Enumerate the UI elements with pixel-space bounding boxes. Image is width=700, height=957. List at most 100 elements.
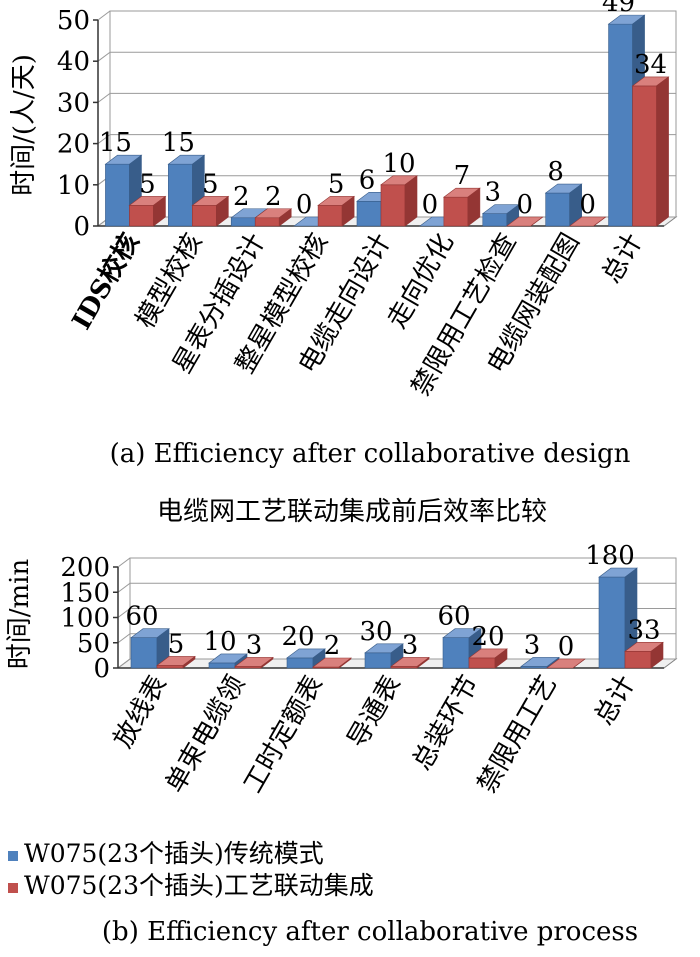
chart1-bar-front — [545, 192, 570, 227]
chart2-bar-side — [260, 656, 274, 669]
chart1-data-label: 0 — [296, 190, 313, 220]
chart1-data-label: 0 — [517, 190, 534, 220]
chart2-bar-front — [130, 637, 158, 669]
chart1-y-tick-label: 0 — [73, 212, 90, 242]
chart1-bar-front — [356, 200, 382, 227]
chart2-bar-front — [156, 665, 184, 669]
chart2-data-label: 3 — [246, 630, 263, 660]
chart1-caption: (a) Efficiency after collaborative desig… — [110, 439, 631, 469]
chart1-gridline — [97, 51, 676, 62]
chart2-gridline — [117, 608, 676, 618]
chart1-bar-front — [443, 196, 469, 227]
chart2-data-label: 33 — [627, 615, 660, 645]
chart1-y-tick-label: 40 — [57, 47, 90, 77]
chart1-bar-side — [341, 195, 355, 227]
chart1-bar-front — [105, 163, 130, 227]
legend-label: W075(23个插头)工艺联动集成 — [24, 871, 374, 900]
chart1-bar-front — [254, 217, 280, 227]
chart1-data-label: 8 — [547, 157, 564, 187]
chart1-bar-front — [482, 213, 508, 227]
chart1-bar-front — [317, 205, 343, 227]
chart2-bar-side — [572, 658, 586, 669]
chart2-data-label: 3 — [524, 630, 541, 660]
chart1-bar-side — [530, 216, 543, 227]
chart1-y-tick-label: 50 — [57, 6, 90, 36]
chart1-bar-front — [608, 23, 633, 227]
chart1-y-tick-label: 30 — [57, 88, 90, 118]
chart2-y-tick-label: 50 — [77, 629, 110, 659]
chart1-bar-side — [404, 175, 418, 227]
legend-swatch — [8, 851, 18, 861]
chart1-data-label: 0 — [579, 190, 596, 220]
chart2-bar-front — [208, 662, 236, 669]
chart1-data-label: 5 — [328, 169, 345, 199]
chart2-y-tick-label: 200 — [60, 553, 110, 583]
chart2-data-label: 20 — [471, 622, 504, 652]
chart2-category-label: 单束电缆领 — [160, 671, 251, 799]
chart2-data-label: 5 — [168, 629, 185, 659]
chart1-data-label: 2 — [233, 182, 250, 212]
legend-swatch — [8, 883, 18, 893]
chart1-bar-side — [467, 187, 481, 227]
chart2-y-tick-label: 150 — [60, 578, 110, 608]
chart1-data-label: 10 — [382, 149, 415, 179]
chart1-gridline — [97, 134, 676, 145]
chart1-y-tick-label: 10 — [57, 171, 90, 201]
chart1-bar-side — [593, 216, 606, 227]
chart1-data-label: 7 — [454, 161, 471, 191]
chart1-bar-front — [129, 205, 154, 227]
chart1-data-label: 6 — [359, 165, 376, 195]
chart2-data-label: 60 — [437, 602, 470, 632]
chart2-y-tick-label: 0 — [93, 654, 110, 684]
chart1-data-label: 5 — [202, 169, 219, 199]
chart2-bar-front — [598, 576, 626, 669]
chart2-category-label: 工时定额表 — [238, 671, 329, 799]
chart1-category-label: 总计 — [597, 229, 649, 289]
chart2-category-label: 总计 — [589, 671, 641, 731]
chart1-y-tick-label: 20 — [57, 130, 90, 160]
chart1-bar-side — [153, 195, 166, 227]
chart2-gridline — [117, 557, 676, 568]
chart1-bar-side — [656, 76, 669, 227]
chart2-category-label: 放线表 — [108, 671, 173, 754]
legend-label: W075(23个插头)传统模式 — [24, 839, 324, 868]
chart2-bar-side — [416, 656, 430, 669]
chart2-y-tick-label: 100 — [60, 604, 110, 634]
chart2-data-label: 180 — [585, 541, 635, 571]
chart2-bar-side — [494, 648, 508, 669]
chart2-caption: (b) Efficiency after collaborative proce… — [102, 917, 638, 947]
chart1-data-label: 34 — [634, 50, 667, 80]
chart1-bar-front — [632, 85, 657, 227]
chart2-bar-side — [338, 657, 352, 669]
chart2-bar-side — [182, 655, 196, 669]
chart2-title: 电缆网工艺联动集成前后效率比较 — [157, 497, 547, 527]
chart2-data-label: 30 — [359, 617, 392, 647]
chart1-data-label: 3 — [485, 178, 502, 208]
chart2-data-label: 0 — [558, 632, 575, 662]
chart1-data-label: 2 — [265, 182, 282, 212]
chart1-bar-side — [216, 195, 229, 227]
chart2-bar-front — [468, 657, 496, 669]
chart1-bar-front — [380, 184, 406, 227]
chart2-bar-front — [624, 651, 652, 669]
chart1-gridline — [97, 92, 676, 103]
chart1-bar-front — [168, 163, 193, 227]
chart1-data-label: 49 — [602, 0, 635, 18]
chart1-data-label: 5 — [139, 169, 156, 199]
chart1-data-label: 15 — [99, 128, 132, 158]
chart2-gridline — [117, 582, 676, 593]
chart2-category-label: 导通表 — [342, 671, 407, 754]
chart2-bar-side — [650, 641, 664, 669]
chart1-bar-side — [278, 208, 292, 227]
chart2-category-label: 禁限用工艺 — [472, 671, 563, 799]
chart1-y-axis-label: 时间/(人/天) — [9, 54, 39, 196]
chart2-data-label: 2 — [324, 631, 341, 661]
chart2-category-label: 总装环节 — [407, 671, 485, 776]
chart2-bar-front — [286, 657, 314, 669]
chart2-y-axis-label: 时间/min — [5, 559, 35, 670]
chart1-bar-front — [230, 217, 256, 227]
chart2-data-label: 3 — [402, 630, 419, 660]
chart1-bar-front — [192, 205, 217, 227]
chart2-data-label: 20 — [281, 622, 314, 652]
